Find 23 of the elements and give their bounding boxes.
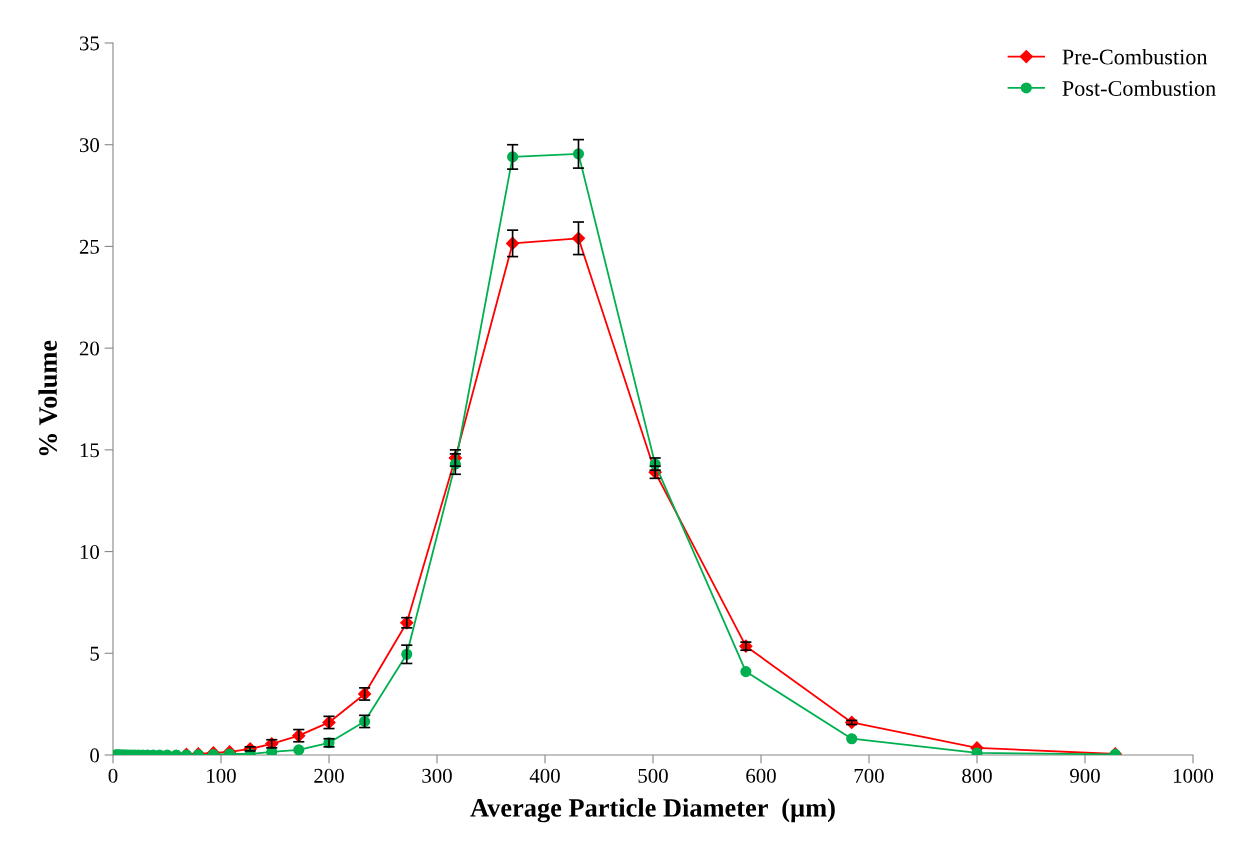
y-axis-title: % Volume [38,340,58,456]
legend-label: Pre-Combustion [1062,48,1208,65]
legend-label: Post-Combustion [1062,80,1216,96]
x-tick-label: 500 [638,768,668,783]
x-tick-label: 700 [854,768,884,783]
y-tick-label: 35 [79,36,99,51]
x-tick-label: 200 [314,768,344,783]
y-tick-label: 15 [80,443,99,458]
x-axis-title: Average Particle Diameter (µm) [470,798,835,823]
y-tick-label: 25 [79,239,99,254]
y-tick-label: 5 [90,646,99,661]
y-tick-label: 0 [90,748,100,763]
x-tick-label: 600 [746,768,776,783]
x-tick-label: 900 [1070,768,1100,783]
x-tick-label: 0 [108,768,118,783]
y-tick-label: 20 [79,341,100,356]
x-tick-label: 1000 [1174,768,1214,783]
y-tick-label: 30 [79,138,100,153]
x-tick-label: 800 [962,768,992,783]
x-tick-label: 300 [422,768,452,783]
y-tick-label: 10 [80,544,100,559]
x-tick-label: 400 [529,768,560,783]
x-tick-label: 100 [207,768,236,783]
